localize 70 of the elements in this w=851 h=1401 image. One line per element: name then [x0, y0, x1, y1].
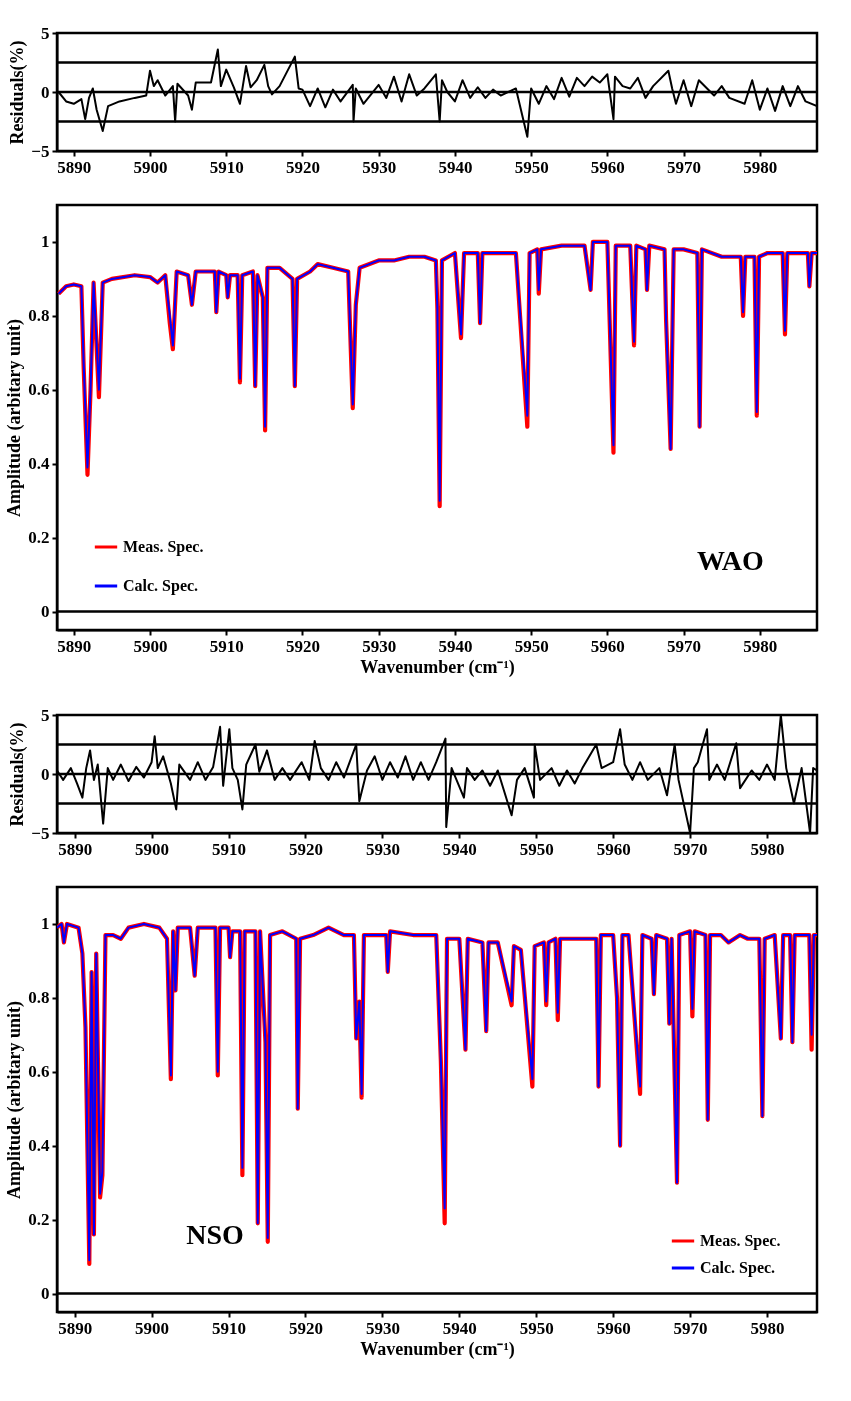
y-tick-label: 0.2 [28, 1210, 50, 1230]
x-tick-label: 5960 [596, 1318, 631, 1338]
x-tick-label: 5930 [362, 636, 397, 656]
y-tick-label: 1 [41, 232, 50, 252]
x-tick-label: 5970 [667, 636, 702, 656]
annotation: WAO [696, 545, 764, 576]
x-axis-title: Wavenumber (cm⁻¹) [360, 656, 515, 678]
x-tick-label: 5910 [212, 839, 247, 859]
x-tick-label: 5950 [519, 839, 554, 859]
x-tick-label: 5950 [514, 157, 549, 177]
y-tick-label: 1 [41, 914, 50, 934]
x-tick-label: 5960 [596, 839, 631, 859]
legend-label: Meas. Spec. [123, 538, 204, 556]
x-tick-label: 5920 [285, 157, 320, 177]
x-tick-label: 5900 [133, 636, 168, 656]
x-tick-label: 5900 [133, 157, 168, 177]
y-tick-label: 0.6 [28, 1062, 50, 1082]
x-tick-label: 5970 [673, 839, 708, 859]
legend-label: Calc. Spec. [123, 577, 199, 595]
y-axis-title: Residuals(%) [7, 722, 29, 827]
x-tick-label: 5910 [212, 1318, 247, 1338]
x-tick-label: 5900 [135, 839, 170, 859]
y-tick-label: 0.6 [28, 380, 50, 400]
x-tick-label: 5930 [365, 1318, 400, 1338]
y-tick-label: −5 [31, 823, 50, 843]
y-tick-label: 5 [41, 705, 50, 725]
y-axis-title: Residuals(%) [7, 40, 29, 145]
x-tick-label: 5950 [519, 1318, 554, 1338]
x-tick-label: 5930 [362, 157, 397, 177]
y-axis-title: Amplitude (arbitary unit) [4, 1000, 26, 1199]
x-tick-label: 5980 [750, 1318, 785, 1338]
x-tick-label: 5910 [209, 157, 244, 177]
y-tick-label: 0.2 [28, 528, 50, 548]
x-tick-label: 5890 [57, 636, 92, 656]
x-tick-label: 5980 [743, 636, 778, 656]
annotation: NSO [186, 1218, 244, 1250]
y-tick-label: 0.8 [28, 306, 50, 326]
x-tick-label: 5920 [288, 839, 323, 859]
x-tick-label: 5970 [673, 1318, 708, 1338]
x-tick-label: 5980 [743, 157, 778, 177]
x-tick-label: 5960 [590, 157, 625, 177]
y-tick-label: 0 [41, 764, 50, 784]
x-tick-label: 5910 [209, 636, 244, 656]
y-tick-label: 0 [41, 82, 50, 102]
y-axis-title: Amplitude (arbitary unit) [4, 318, 26, 517]
y-tick-label: −5 [31, 141, 50, 161]
legend-label: Calc. Spec. [700, 1259, 776, 1277]
x-tick-label: 5970 [667, 157, 702, 177]
x-tick-label: 5940 [442, 1318, 477, 1338]
x-tick-label: 5890 [57, 157, 92, 177]
x-tick-label: 5960 [590, 636, 625, 656]
x-tick-label: 5890 [58, 1318, 93, 1338]
x-tick-label: 5950 [514, 636, 549, 656]
y-tick-label: 0.4 [28, 1136, 50, 1156]
legend-label: Meas. Spec. [700, 1232, 781, 1250]
y-tick-label: 5 [41, 23, 50, 43]
y-tick-label: 0 [41, 602, 50, 622]
x-tick-label: 5940 [438, 157, 473, 177]
x-tick-label: 5920 [288, 1318, 323, 1338]
y-tick-label: 0.8 [28, 988, 50, 1008]
y-tick-label: 0 [41, 1284, 50, 1304]
x-tick-label: 5890 [58, 839, 93, 859]
x-axis-title: Wavenumber (cm⁻¹) [360, 1338, 515, 1360]
x-tick-label: 5920 [285, 636, 320, 656]
x-tick-label: 5940 [442, 839, 477, 859]
x-tick-label: 5940 [438, 636, 473, 656]
x-tick-label: 5980 [750, 839, 785, 859]
x-tick-label: 5930 [365, 839, 400, 859]
x-tick-label: 5900 [135, 1318, 170, 1338]
y-tick-label: 0.4 [28, 454, 50, 474]
